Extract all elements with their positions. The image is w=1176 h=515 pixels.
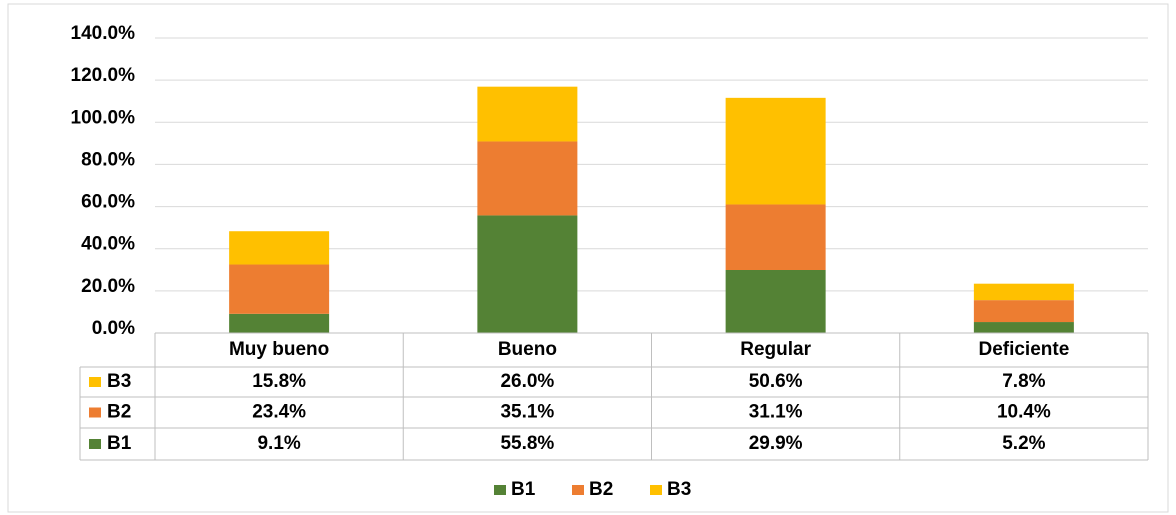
- table-legend-key: [89, 439, 101, 449]
- x-tick-label: Deficiente: [978, 339, 1069, 360]
- y-tick-label: 20.0%: [81, 276, 135, 297]
- table-value: 9.1%: [257, 433, 300, 454]
- table-legend-key: [89, 407, 101, 418]
- x-tick-label: Muy bueno: [229, 339, 329, 360]
- table-legend-key: [89, 377, 101, 387]
- table-value: 55.8%: [500, 433, 554, 454]
- table-value: 31.1%: [749, 402, 803, 423]
- table-value: 35.1%: [500, 402, 554, 423]
- y-tick-label: 0.0%: [92, 318, 135, 339]
- bar: [477, 141, 578, 216]
- bar: [229, 264, 330, 314]
- bar: [477, 86, 578, 142]
- table-value: 50.6%: [749, 371, 803, 392]
- table-series-name: B1: [107, 433, 132, 454]
- bar: [477, 215, 578, 333]
- bar: [229, 313, 330, 333]
- legend-key: [572, 485, 584, 495]
- table-value: 10.4%: [997, 402, 1051, 423]
- table-series-name: B3: [107, 371, 131, 392]
- y-tick-label: 60.0%: [81, 192, 135, 213]
- y-tick-label: 80.0%: [81, 149, 135, 170]
- y-tick-label: 100.0%: [71, 107, 136, 128]
- legend-key: [650, 485, 662, 495]
- x-tick-label: Bueno: [498, 339, 557, 360]
- legend-label: B3: [667, 479, 691, 500]
- legend-label: B2: [589, 479, 613, 500]
- table-value: 7.8%: [1002, 371, 1045, 392]
- bar: [973, 300, 1074, 323]
- y-tick-label: 120.0%: [71, 65, 136, 86]
- bar: [725, 269, 826, 333]
- table-value: 15.8%: [252, 371, 306, 392]
- y-tick-label: 40.0%: [81, 234, 135, 255]
- legend-label: B1: [511, 479, 536, 500]
- bar: [229, 231, 330, 265]
- table-value: 26.0%: [500, 371, 554, 392]
- table-series-name: B2: [107, 402, 131, 423]
- chart-border: [7, 3, 1169, 513]
- table-value: 29.9%: [749, 433, 803, 454]
- bar: [973, 283, 1074, 301]
- bar: [725, 97, 826, 205]
- bar: [973, 322, 1074, 333]
- legend-key: [494, 485, 506, 495]
- table-value: 23.4%: [252, 402, 306, 423]
- x-tick-label: Regular: [740, 339, 811, 360]
- y-tick-label: 140.0%: [71, 23, 136, 44]
- bar: [725, 204, 826, 270]
- table-value: 5.2%: [1002, 433, 1045, 454]
